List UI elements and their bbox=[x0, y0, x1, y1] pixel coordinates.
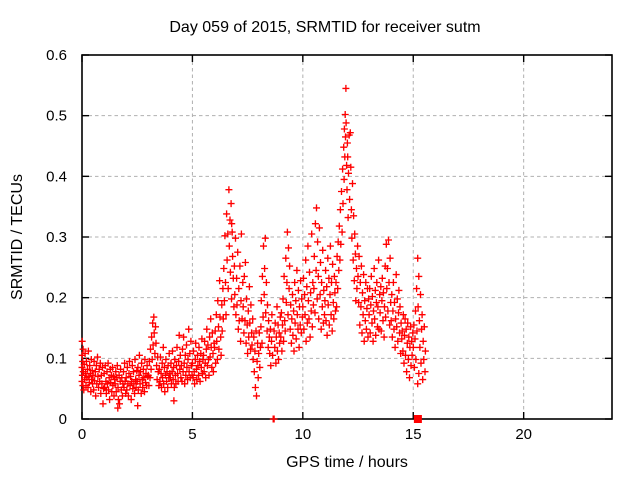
chart-title: Day 059 of 2015, SRMTID for receiver sut… bbox=[169, 19, 480, 36]
x-tick-label: 15 bbox=[405, 426, 422, 443]
y-axis-label: SRMTID / TECUs bbox=[9, 174, 26, 300]
y-tick-label: 0.1 bbox=[46, 350, 67, 367]
x-axis-label: GPS time / hours bbox=[286, 454, 408, 471]
scatter-points bbox=[78, 84, 429, 423]
y-tick-label: 0.3 bbox=[46, 229, 67, 246]
x-tick-label: 10 bbox=[294, 426, 311, 443]
y-tick-label: 0.2 bbox=[46, 290, 67, 307]
x-tick-label: 5 bbox=[188, 426, 196, 443]
y-tick-label: 0.5 bbox=[46, 108, 67, 125]
x-tick-label: 20 bbox=[515, 426, 532, 443]
plot-frame bbox=[81, 54, 613, 420]
data-point-markers bbox=[78, 84, 429, 423]
axis-hit-square-marker bbox=[413, 415, 422, 423]
y-tick-label: 0 bbox=[59, 411, 67, 428]
y-tick-label: 0.6 bbox=[46, 47, 67, 64]
grid-lines bbox=[82, 55, 612, 419]
y-tick-label: 0.4 bbox=[46, 168, 67, 185]
x-tick-label: 0 bbox=[78, 426, 86, 443]
tick-labels: 0 5 10 15 20 0 0.1 0.2 0.3 0.4 0.5 0.6 bbox=[46, 47, 532, 443]
